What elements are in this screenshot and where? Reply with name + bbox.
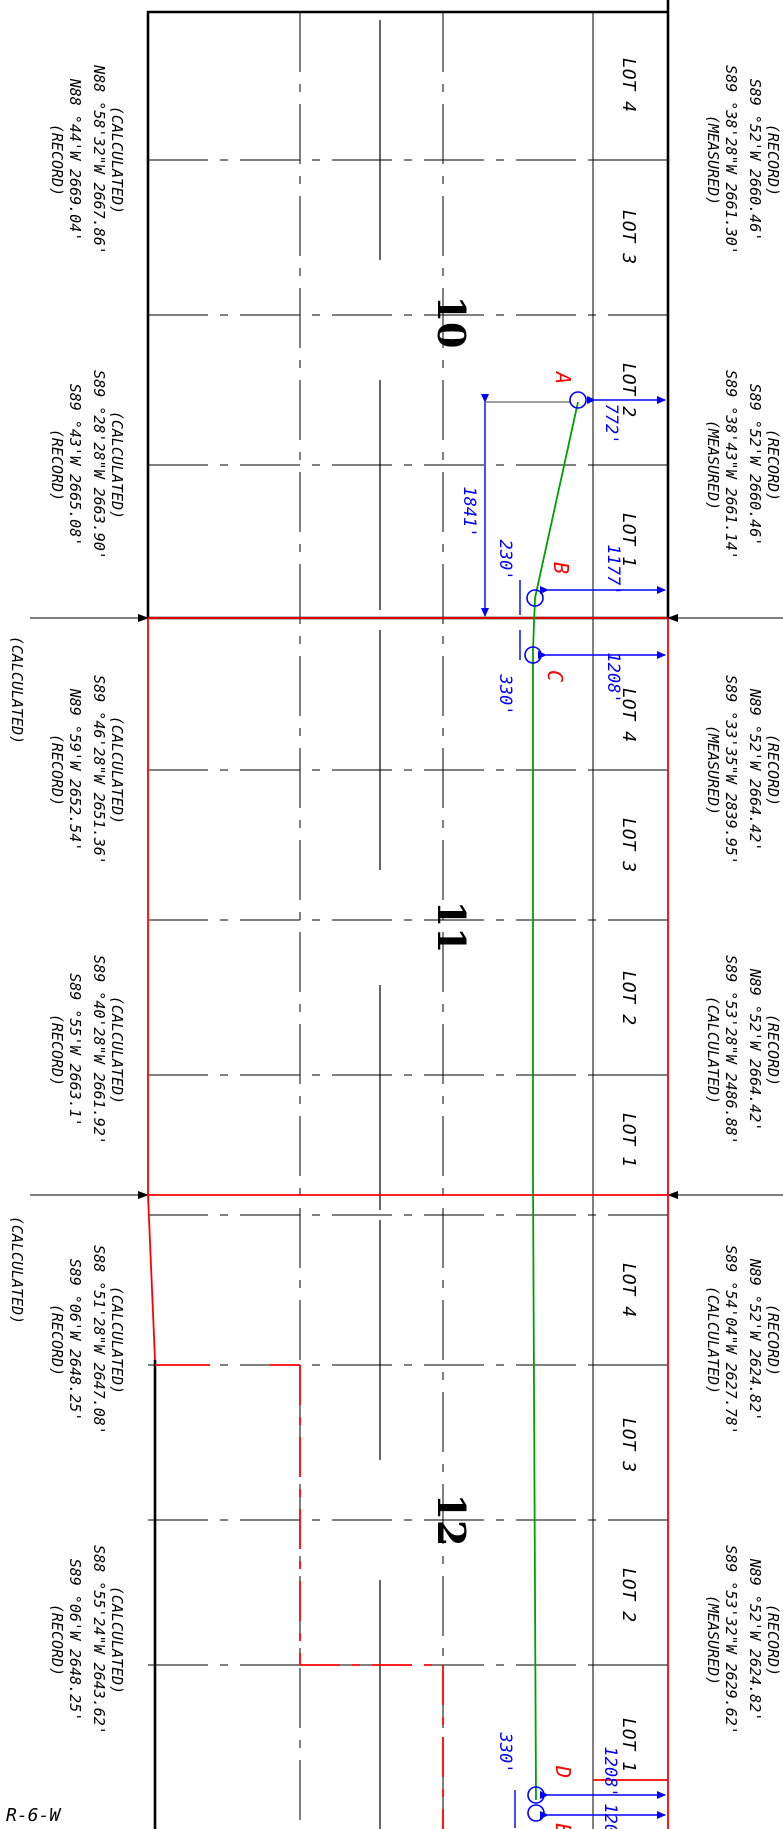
call-measured-note: (CALCULATED) — [704, 996, 722, 1104]
call-record: N88 °44'W 2669.04' — [66, 78, 84, 242]
call-record: N89 °52'W 2664.42' — [746, 968, 764, 1132]
call-measured: S89 °33'35"W 2839.95' — [722, 675, 740, 865]
dim-a-to-line: 1841' — [459, 486, 479, 537]
call-record-header: (RECORD) — [764, 1604, 782, 1676]
lot-label: LOT 2 — [618, 363, 639, 417]
call-calc-header: (CALCULATED) — [108, 106, 126, 214]
lot-label: LOT 2 — [618, 1568, 639, 1622]
call-calculated: S88 °55'24"W 2643.62' — [90, 1545, 108, 1735]
bottom-bearing-calls: (CALCULATED) N88 °58'32"W 2667.86' N88 °… — [8, 64, 126, 1735]
lot-label: LOT 3 — [618, 1418, 639, 1472]
call-record-note: (RECORD) — [48, 734, 66, 806]
call-record: S89 °52'W 2660.46' — [746, 384, 764, 547]
dim-d-gap: 330' — [495, 1732, 515, 1774]
call-calculated: S89 °40'28"W 2661.92' — [90, 955, 108, 1145]
lot-label: LOT 4 — [618, 1263, 639, 1317]
call-record: N89 °52'W 2624.82' — [746, 1258, 764, 1422]
call-calculated: S88 °51'28"W 2647.08' — [90, 1245, 108, 1435]
point-label-e: E — [551, 1823, 575, 1829]
lot-label: LOT 1 — [618, 1113, 639, 1167]
call-record-header: (RECORD) — [764, 124, 782, 196]
call-calc-header: (CALCULATED) — [108, 1286, 126, 1394]
call-measured-note: (MEASURED) — [704, 115, 722, 205]
dim-d-offset: 1208' — [600, 1746, 620, 1797]
sheet-id: R-6-W — [6, 1805, 62, 1826]
call-measured-note: (CALCULATED) — [704, 1286, 722, 1394]
call-record-header: (RECORD) — [764, 1014, 782, 1086]
lot-label: LOT 4 — [618, 58, 639, 112]
boundary-lines — [147, 617, 669, 1829]
call-record: S89 °43'W 2665.08' — [66, 384, 84, 547]
call-record: S89 °06'W 2648.25' — [66, 1259, 84, 1422]
section-number-10: 10 — [429, 296, 474, 349]
call-measured-note: (MEASURED) — [704, 420, 722, 510]
call-record-note: (RECORD) — [48, 429, 66, 501]
point-label-c: C — [543, 670, 567, 682]
call-record: N89 °52'W 2624.82' — [746, 1558, 764, 1722]
lot-label: LOT 1 — [618, 513, 639, 567]
call-measured: S89 °53'32"W 2629.62' — [722, 1545, 740, 1735]
call-record-note: (RECORD) — [48, 1014, 66, 1086]
route-line — [532, 401, 579, 1801]
lot-label: LOT 3 — [618, 210, 639, 264]
call-record-note: (RECORD) — [48, 1304, 66, 1376]
dim-a-offset: 772' — [601, 404, 621, 445]
call-calculated: S89 °28'28"W 2663.90' — [90, 370, 108, 560]
call-calculated: N88 °58'32"W 2667.86' — [90, 64, 108, 255]
call-record: S89 °52'W 2660.46' — [746, 79, 764, 242]
lot-label: LOT 2 — [618, 971, 639, 1025]
call-measured: S89 °38'43"W 2661.14' — [722, 370, 740, 560]
point-label-b: B — [549, 562, 573, 574]
call-record: S89 °06'W 2648.25' — [66, 1559, 84, 1722]
call-record-note: (RECORD) — [48, 124, 66, 196]
dimension-lines — [481, 394, 666, 1828]
call-measured-note: (MEASURED) — [704, 725, 722, 815]
call-measured: S89 °38'28"W 2661.30' — [722, 65, 740, 255]
dimension-labels: 772' 1177' 1208' 1208' 1205' 1841' 230' … — [459, 404, 623, 1829]
call-measured: S89 °54'04"W 2627.78' — [722, 1245, 740, 1435]
call-calc-header: (CALCULATED) — [108, 996, 126, 1104]
call-record-note: (RECORD) — [48, 1604, 66, 1676]
call-record: S89 °55'W 2663.1' — [66, 973, 84, 1127]
top-bearing-calls: (RECORD) S89 °52'W 2660.46' S89 °38'28"W… — [704, 65, 782, 1735]
lot-label: LOT 3 — [618, 818, 639, 872]
call-record-header: (RECORD) — [764, 1304, 782, 1376]
call-calculated: S89 °46'28"W 2651.36' — [90, 675, 108, 865]
section-number-11: 11 — [429, 901, 474, 954]
call-calc-partial: (CALCULATED) — [8, 636, 26, 744]
dim-c-offset: 1208' — [603, 652, 623, 703]
call-measured: S89 °53'28"W 2486.88' — [722, 955, 740, 1145]
dim-b-offset: 1177' — [603, 544, 623, 595]
dim-c-gap: 330' — [495, 674, 515, 716]
call-record: N89 °52'W 2664.42' — [746, 688, 764, 852]
section-lines — [30, 0, 783, 1829]
call-calc-partial: (CALCULATED) — [8, 1216, 26, 1324]
point-label-d: D — [551, 1765, 575, 1778]
call-record-header: (RECORD) — [764, 734, 782, 806]
lot-labels: LOT 4 LOT 3 LOT 2 LOT 1 LOT 4 LOT 3 LOT … — [618, 58, 639, 1772]
lot-label: LOT 1 — [618, 1718, 639, 1772]
point-label-a: A — [551, 370, 575, 384]
call-calc-header: (CALCULATED) — [108, 716, 126, 824]
call-measured-note: (MEASURED) — [704, 1595, 722, 1685]
survey-points — [524, 391, 587, 1822]
call-calc-header: (CALCULATED) — [108, 411, 126, 519]
call-record-header: (RECORD) — [764, 429, 782, 501]
call-record: N89 °59'W 2652.54' — [66, 688, 84, 852]
section-number-12: 12 — [429, 1494, 474, 1547]
dim-b-gap: 230' — [495, 540, 515, 581]
call-calc-header: (CALCULATED) — [108, 1586, 126, 1694]
point-labels: A B C D E — [543, 370, 575, 1829]
lot-label: LOT 4 — [618, 688, 639, 742]
dim-e-offset: 1205' — [600, 1803, 620, 1829]
